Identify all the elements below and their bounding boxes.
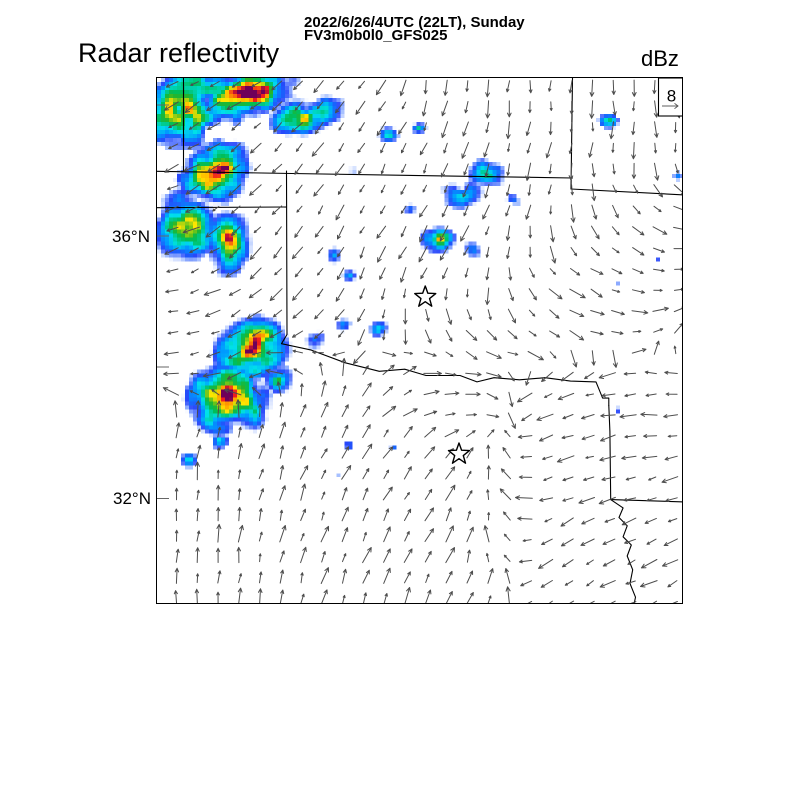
svg-text:8: 8 [666,86,675,105]
